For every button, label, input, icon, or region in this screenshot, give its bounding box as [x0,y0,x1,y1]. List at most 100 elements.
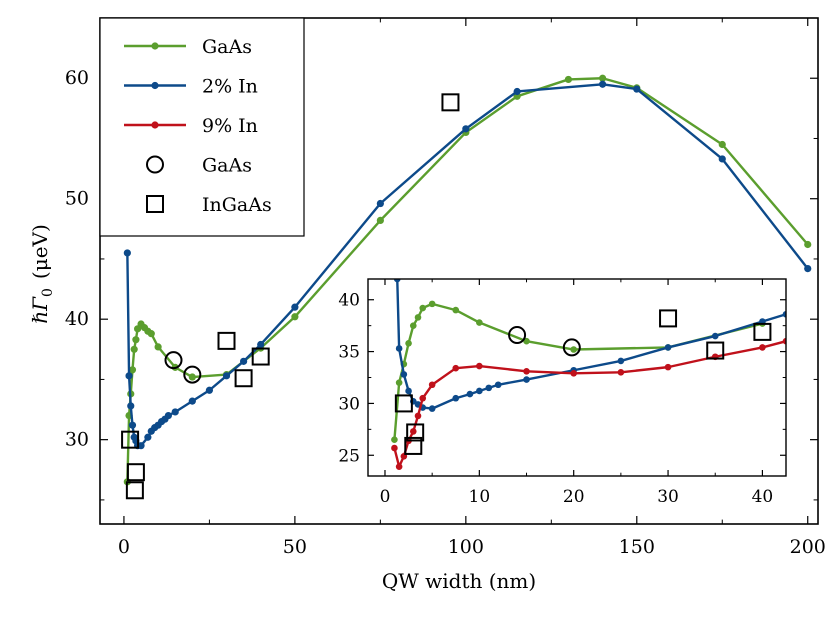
y-tick-label: 35 [338,343,360,363]
legend-label: 2% In [202,76,258,98]
data-point-2-in [476,387,483,395]
data-point-gaas [523,337,530,345]
data-point-2-in [137,442,145,450]
data-point-square [404,436,423,455]
data-point-2-in [222,372,231,380]
data-point-gaas [414,314,422,321]
legend-label: GaAs [202,155,252,177]
data-point-2-in [123,249,131,257]
data-point-gaas [395,379,403,386]
data-point-9-in [409,428,417,435]
data-point-gaas [718,140,726,149]
series-line-gaas [393,302,763,440]
data-point-2-in [400,371,408,378]
data-point-square [234,369,253,388]
data-point-gaas [291,313,299,321]
data-point-square [251,347,270,366]
data-point-2-in [188,397,196,405]
data-point-2-in [128,421,137,429]
data-point-9-in [476,362,483,370]
data-point-2-in [452,394,460,402]
data-point-2-in [240,357,248,365]
data-point-2-in [428,405,436,412]
data-point-2-in [291,303,299,311]
x-tick-label: 150 [619,536,655,558]
data-point-2-in [393,279,401,283]
y-tick-label: 40 [338,291,360,311]
main-series [121,74,812,500]
legend-marker [151,81,159,90]
legend-frame [99,17,305,237]
y-axis-label: ℏΓ0(μeV) [28,224,56,324]
data-point-2-in [376,199,384,208]
inset-plot-frame [367,278,787,477]
legend-item: GaAs [146,155,252,177]
data-point-2-in [125,372,133,380]
data-point-square [753,322,772,341]
inset-ticks: 0 10 20 30 40 25 30 35 40 [338,279,786,507]
data-point-2-in [718,155,726,163]
inset-plot: 0 10 20 30 40 25 30 35 40 [338,278,787,507]
data-point-2-in [711,332,719,340]
data-point-square [394,394,413,413]
data-point-square [121,430,140,449]
data-point-9-in [428,381,436,389]
legend-marker [151,42,159,50]
data-point-gaas [452,306,460,314]
data-point-gaas [188,373,196,381]
data-point-2-in [664,344,672,351]
data-point-9-in [452,364,460,372]
legend-item: 9% In [124,115,258,137]
legend-item: InGaAs [146,194,272,216]
x-tick-label: 40 [752,487,774,507]
legend-item: GaAs [124,36,252,58]
data-point-gaas [147,330,155,338]
data-point-square [441,93,460,112]
data-point-square [125,481,144,500]
data-point-gaas [154,343,162,351]
y-tick-label: 50 [65,188,89,210]
data-point-9-in [570,370,577,377]
data-point-gaas [132,336,140,344]
data-point-gaas [405,339,412,347]
data-point-2-in [257,340,265,349]
data-point-circle [164,351,183,370]
data-point-2-in [523,376,530,383]
data-point-gaas [391,436,398,444]
data-point-square [406,423,425,442]
x-tick-label: 100 [448,536,484,558]
y-tick-label: 30 [338,394,360,414]
data-point-gaas [564,75,573,84]
data-point-2-in [395,345,403,352]
data-point-2-in [804,264,812,273]
data-point-2-in [485,384,493,392]
data-point-square [126,463,145,482]
data-point-2-in [462,125,470,133]
main-plot-frame [99,17,819,525]
data-point-gaas [128,366,137,374]
inset-background [368,279,786,476]
data-point-9-in [617,369,625,376]
data-point-2-in [164,411,172,420]
data-point-2-in [599,80,607,88]
data-point-gaas [428,300,436,308]
x-tick-label: 10 [469,487,491,507]
data-point-gaas [476,319,483,326]
data-point-2-in [405,387,412,395]
data-point-2-in [205,386,214,394]
data-point-2-in [782,310,786,318]
data-point-gaas [599,74,607,82]
data-point-2-in [144,433,152,441]
data-point-square [706,341,725,360]
y-tick-label: 60 [65,67,89,89]
data-point-9-in [782,337,786,345]
data-point-gaas [570,346,577,353]
data-point-2-in [494,381,502,389]
x-axis-label: QW width (nm) [382,569,536,593]
legend-label: InGaAs [202,194,272,216]
x-tick-label: 20 [563,487,585,507]
data-point-9-in [759,344,766,351]
data-point-2-in [513,87,521,96]
data-point-9-in [395,463,403,470]
